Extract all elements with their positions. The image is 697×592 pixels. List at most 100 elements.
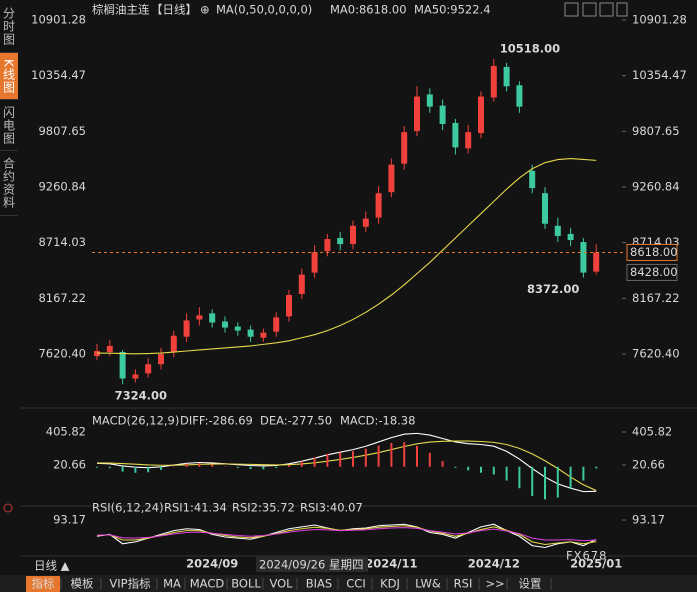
toolbar-item[interactable]: LW& xyxy=(415,577,441,591)
indicator-line xyxy=(96,158,597,355)
legend-label: MA50:9522.4 xyxy=(414,3,491,17)
toolbar-item[interactable]: MA xyxy=(163,577,181,591)
toolbar-item[interactable]: 指标 xyxy=(32,577,55,591)
y-tick-label: 8167.22 xyxy=(38,291,86,305)
toolbar-item[interactable]: BIAS xyxy=(306,577,332,591)
legend-label: RSI3:40.07 xyxy=(300,501,363,515)
y-tick-label: 20.66 xyxy=(53,458,86,472)
candle-body xyxy=(132,374,139,379)
tab[interactable]: K线图 xyxy=(0,53,18,100)
sidebar: 分时图 K线图 闪电图 合约资料 xyxy=(0,0,18,220)
icon[interactable] xyxy=(616,2,628,17)
candle-body xyxy=(426,94,433,107)
candle-body xyxy=(516,85,523,107)
period: 【日线】 xyxy=(151,3,197,17)
toolbar-icons xyxy=(564,2,628,17)
candle-body xyxy=(298,274,305,294)
candle-body xyxy=(503,66,510,87)
annotation: 10518.00 xyxy=(500,42,560,56)
y-tick-label: 20.66 xyxy=(632,458,665,472)
subtitle: MA(0,50,0,0,0,0) xyxy=(216,3,312,17)
candle-body xyxy=(196,315,203,320)
tab[interactable]: 合约资料 xyxy=(0,151,18,216)
toolbar-item[interactable]: CCI xyxy=(346,577,365,591)
candle-body xyxy=(106,345,113,353)
y-tick-label: 405.82 xyxy=(632,425,672,439)
y-tick-label: 8167.22 xyxy=(632,291,680,305)
y-tick-label: 10901.28 xyxy=(31,13,86,27)
x-tick-label: 2025/01 xyxy=(570,557,622,571)
x-tick-label: 2024/11 xyxy=(365,557,417,571)
y-tick-label: 7620.40 xyxy=(38,347,86,361)
period-label: 日线 ▲ xyxy=(34,559,70,573)
y-tick-label: 8714.03 xyxy=(38,235,86,249)
watermark: FX678 xyxy=(566,549,607,563)
candle-body xyxy=(158,354,164,365)
candle-body xyxy=(170,335,177,353)
legend-label: RSI1:41.34 xyxy=(164,501,227,515)
legend-label: DEA:-277.50 xyxy=(260,414,332,428)
legend-label: MA0:8618.00 xyxy=(330,3,407,17)
x-tick-label: 2024/12 xyxy=(468,557,520,571)
candle-body xyxy=(324,239,331,252)
candle-body xyxy=(401,132,408,164)
toolbar-item[interactable]: VOL xyxy=(269,577,293,591)
indicator-line xyxy=(96,527,597,542)
candle-body xyxy=(439,105,446,124)
legend-label: MACD:-18.38 xyxy=(340,414,415,428)
panel-title: MACD(26,12,9) xyxy=(92,414,179,428)
price-label: 8428.00 xyxy=(630,265,678,279)
legend-label: RSI2:35.72 xyxy=(232,501,295,515)
y-tick-label: 93.17 xyxy=(632,513,665,527)
x-tick-label: 2024/09 xyxy=(186,557,238,571)
candle-body xyxy=(593,252,600,272)
candle-body xyxy=(273,317,280,332)
toolbar-item[interactable]: MACD xyxy=(190,577,225,591)
candle-body xyxy=(286,295,292,317)
price-label: 8618.00 xyxy=(630,245,678,259)
cursor-label: 2024/09/26 星期四 xyxy=(259,558,363,572)
tab[interactable]: 分时图 xyxy=(0,0,18,53)
y-tick-label: 93.17 xyxy=(53,513,86,527)
candle-body xyxy=(119,352,126,379)
candle-body xyxy=(183,320,190,337)
y-tick-label: 10901.28 xyxy=(632,13,687,27)
toolbar-item[interactable]: BOLL xyxy=(231,577,261,591)
candle-body xyxy=(260,332,267,338)
candle-body xyxy=(247,329,254,337)
toolbar-item[interactable]: KDJ xyxy=(380,577,400,591)
add-icon: ⊕ xyxy=(200,3,210,17)
icon[interactable] xyxy=(599,2,614,17)
candle-body xyxy=(375,193,382,218)
annotation: 8372.00 xyxy=(527,282,579,296)
candle-body xyxy=(529,170,536,189)
toolbar-item[interactable]: VIP指标 xyxy=(109,577,150,591)
candle-body xyxy=(209,313,216,323)
chart-title: 棕榈油主连 xyxy=(92,3,150,17)
candle-body xyxy=(465,132,472,149)
legend-label: DIFF:-286.69 xyxy=(180,414,253,428)
candle-body xyxy=(350,225,356,245)
icon[interactable] xyxy=(564,2,579,17)
indicator-line xyxy=(96,440,597,492)
tab[interactable]: 闪电图 xyxy=(0,100,18,151)
candle-body xyxy=(542,193,548,224)
candle-body xyxy=(580,242,587,273)
y-tick-label: 9807.65 xyxy=(38,124,86,138)
toolbar-item[interactable]: RSI xyxy=(454,577,473,591)
candle-body xyxy=(337,237,344,245)
candle-body xyxy=(414,96,420,132)
toolbar-item[interactable]: >> xyxy=(485,577,504,591)
y-tick-label: 9807.65 xyxy=(632,124,680,138)
toolbar-item[interactable]: 设置 xyxy=(519,577,542,591)
y-tick-label: 10354.47 xyxy=(31,68,86,82)
candle-body xyxy=(311,252,318,273)
icon[interactable] xyxy=(582,2,597,17)
candle-body xyxy=(362,218,369,227)
icon[interactable] xyxy=(3,503,13,513)
toolbar-bg xyxy=(0,575,697,592)
candle-body xyxy=(222,321,228,328)
toolbar-item[interactable]: 模板 xyxy=(71,577,94,591)
